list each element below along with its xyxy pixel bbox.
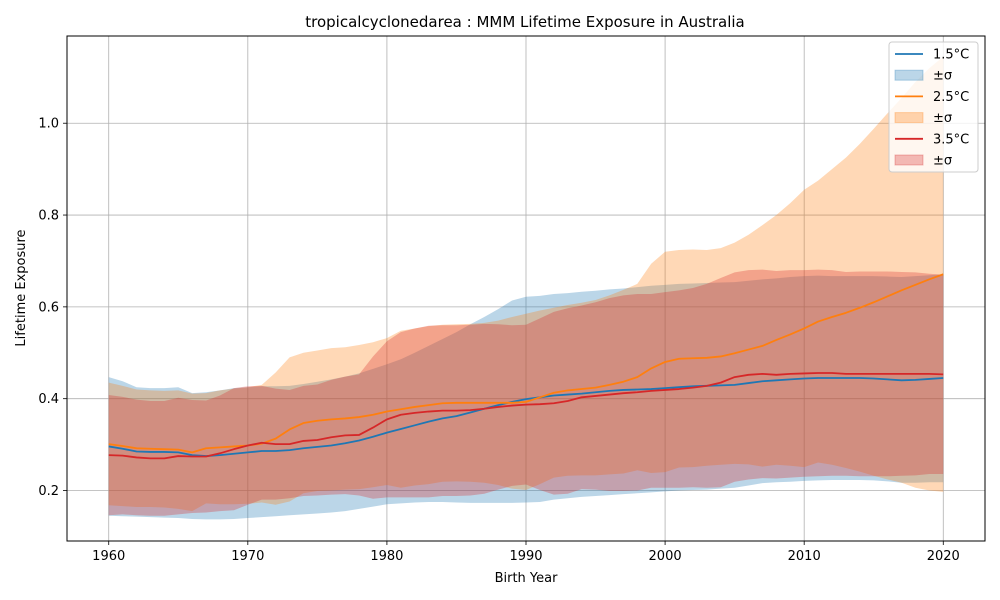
legend-band-swatch — [894, 154, 924, 166]
legend-band-swatch — [894, 69, 924, 81]
band-series-2 — [108, 56, 944, 512]
y-tick-label: 0.6 — [38, 300, 59, 315]
x-axis-ticks: 1960 1970 1980 1990 2000 2010 2020 — [92, 541, 960, 564]
y-tick-label: 0.2 — [38, 484, 59, 499]
uncertainty-bands — [108, 56, 944, 520]
legend-band-label: ±σ — [933, 111, 952, 126]
legend-band-swatch — [894, 112, 924, 124]
x-tick-label: 1970 — [231, 549, 264, 564]
series-lines — [108, 273, 944, 460]
x-tick-label: 2010 — [788, 549, 821, 564]
y-axis-ticks: 0.2 0.4 0.6 0.8 1.0 — [38, 117, 67, 499]
band-series-3 — [108, 269, 944, 516]
legend-band-label: ±σ — [933, 154, 952, 169]
chart-title: tropicalcyclonedarea : MMM Lifetime Expo… — [305, 13, 745, 31]
legend: 1.5°C ±σ 2.5°C ±σ 3.5°C ±σ — [888, 41, 979, 173]
legend-label: 3.5°C — [933, 132, 969, 147]
legend-label: 2.5°C — [933, 90, 969, 105]
line-series-3 — [108, 372, 944, 460]
y-tick-label: 1.0 — [38, 117, 59, 132]
x-tick-label: 1980 — [370, 549, 403, 564]
band-series-1 — [108, 274, 944, 520]
x-tick-label: 1960 — [92, 549, 125, 564]
grid — [67, 36, 985, 541]
x-tick-label: 2020 — [927, 549, 960, 564]
legend-band-label: ±σ — [933, 69, 952, 84]
x-axis-label: Birth Year — [495, 571, 559, 586]
x-tick-label: 1990 — [509, 549, 542, 564]
line-series-1 — [108, 377, 944, 457]
y-tick-label: 0.8 — [38, 209, 59, 224]
y-tick-label: 0.4 — [38, 392, 59, 407]
y-axis-label: Lifetime Exposure — [14, 229, 29, 346]
x-tick-label: 2000 — [649, 549, 682, 564]
legend-label: 1.5°C — [933, 48, 969, 63]
